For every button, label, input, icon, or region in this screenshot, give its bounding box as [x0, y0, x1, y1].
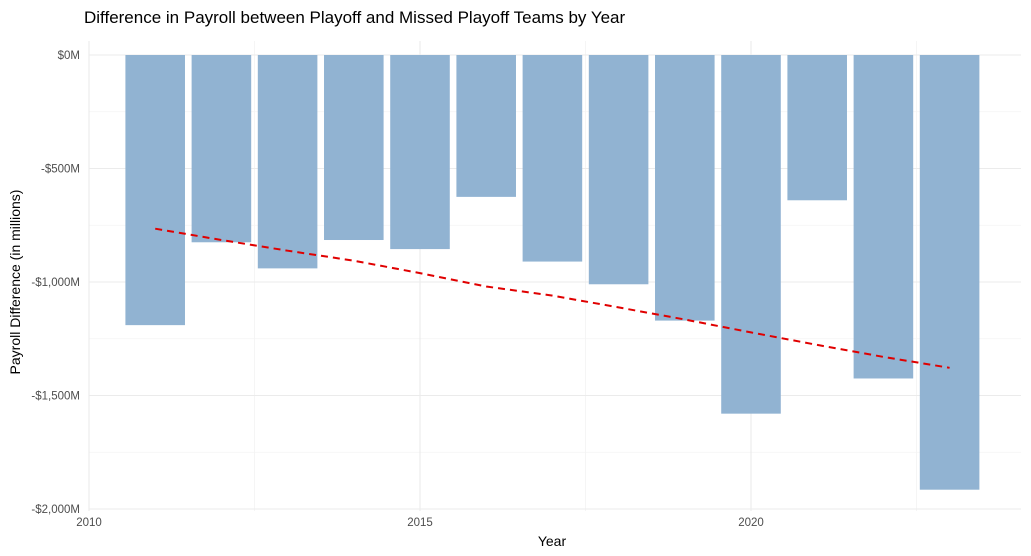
- x-axis-title: Year: [538, 533, 567, 549]
- bar-2013: [257, 55, 318, 269]
- x-tick-label: 2015: [407, 517, 433, 529]
- bar-2020: [721, 55, 781, 414]
- bar-2011: [125, 55, 185, 326]
- y-tick-label: -$500M: [41, 164, 80, 176]
- y-axis-title: Payroll Difference (in millions): [7, 190, 23, 375]
- x-tick-label: 2010: [76, 517, 102, 529]
- y-tick-label: -$1,000M: [31, 277, 80, 289]
- trend-line: [155, 227, 950, 369]
- x-axis-ticks: 2010 2015 2020: [76, 517, 764, 529]
- bars: [125, 55, 980, 490]
- bar-2021: [787, 55, 847, 201]
- bar-2018: [588, 55, 649, 285]
- bar-2022: [853, 55, 914, 379]
- chart-title: Difference in Payroll between Playoff an…: [84, 8, 626, 27]
- x-tick-label: 2020: [738, 517, 764, 529]
- bar-2014: [324, 55, 384, 241]
- trend-line-path: [155, 227, 950, 369]
- bar-2016: [456, 55, 516, 197]
- bar-2015: [390, 55, 450, 250]
- bar-2023: [919, 55, 980, 490]
- bar-2019: [655, 55, 715, 321]
- y-tick-label: -$2,000M: [31, 504, 80, 516]
- y-tick-label: $0M: [58, 50, 80, 62]
- bar-2012: [191, 55, 252, 243]
- bar-2017: [522, 55, 583, 262]
- y-tick-label: -$1,500M: [31, 391, 80, 403]
- y-axis-ticks: $0M -$500M -$1,000M -$1,500M -$2,000M: [31, 50, 80, 516]
